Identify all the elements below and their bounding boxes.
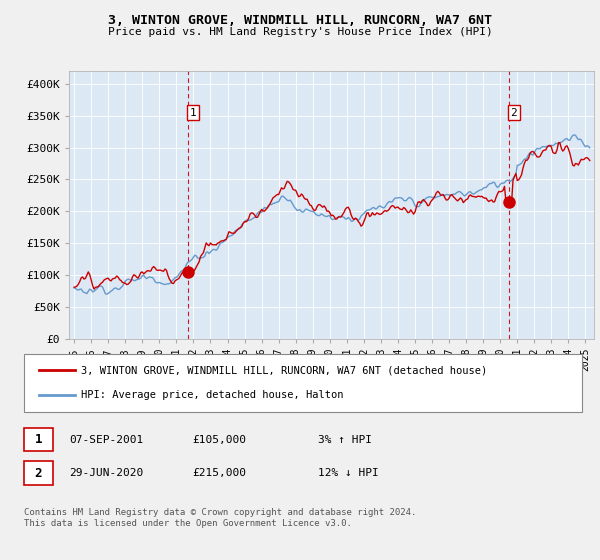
Text: 3, WINTON GROVE, WINDMILL HILL, RUNCORN, WA7 6NT (detached house): 3, WINTON GROVE, WINDMILL HILL, RUNCORN,… [81, 365, 487, 375]
Text: 2: 2 [511, 108, 517, 118]
Text: 29-JUN-2020: 29-JUN-2020 [69, 468, 143, 478]
Text: £105,000: £105,000 [192, 435, 246, 445]
Text: HPI: Average price, detached house, Halton: HPI: Average price, detached house, Halt… [81, 390, 343, 400]
Text: £215,000: £215,000 [192, 468, 246, 478]
Text: 3% ↑ HPI: 3% ↑ HPI [318, 435, 372, 445]
Text: 2: 2 [35, 466, 42, 480]
Text: Price paid vs. HM Land Registry's House Price Index (HPI): Price paid vs. HM Land Registry's House … [107, 27, 493, 37]
Text: 07-SEP-2001: 07-SEP-2001 [69, 435, 143, 445]
Text: 12% ↓ HPI: 12% ↓ HPI [318, 468, 379, 478]
Text: 3, WINTON GROVE, WINDMILL HILL, RUNCORN, WA7 6NT: 3, WINTON GROVE, WINDMILL HILL, RUNCORN,… [108, 14, 492, 27]
Text: 1: 1 [35, 433, 42, 446]
Text: Contains HM Land Registry data © Crown copyright and database right 2024.
This d: Contains HM Land Registry data © Crown c… [24, 508, 416, 528]
Text: 1: 1 [190, 108, 197, 118]
